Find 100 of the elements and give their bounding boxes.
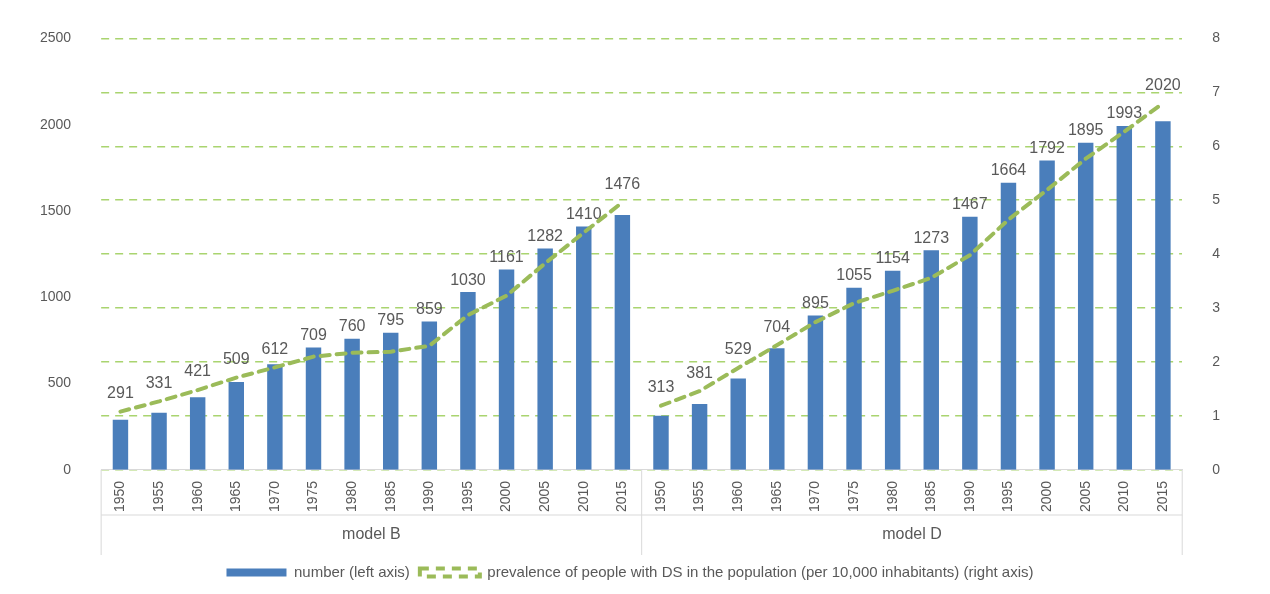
bar <box>576 226 592 470</box>
x-tick-label: 1975 <box>304 480 321 513</box>
x-tick-label: 1955 <box>149 480 166 513</box>
bar <box>691 404 708 470</box>
x-tick-label: 1955 <box>690 480 707 513</box>
x-tick-label: 1985 <box>381 480 398 513</box>
legend-label: prevalence of people with DS in the population (per 10,000 inhabitants) (right axis) <box>487 562 1034 580</box>
data-label: 1282 <box>527 227 564 245</box>
data-label: 895 <box>802 293 829 311</box>
x-tick-label: 1960 <box>729 480 746 513</box>
bar <box>653 415 669 470</box>
data-label: 704 <box>763 317 791 335</box>
bar <box>383 332 399 470</box>
y-tick-label: 2500 <box>39 29 72 46</box>
bar <box>421 321 438 470</box>
data-label: 421 <box>184 362 212 380</box>
bar <box>614 215 631 470</box>
data-label: 1476 <box>604 174 641 192</box>
y2-tick-label: 8 <box>1212 29 1221 46</box>
bar <box>1000 182 1017 470</box>
data-label: 1030 <box>450 270 486 288</box>
y-tick-label: 1500 <box>39 201 72 218</box>
y-tick-label: 2000 <box>39 115 72 132</box>
x-tick-label: 1980 <box>883 480 900 513</box>
bar <box>498 269 515 470</box>
data-label: 1154 <box>875 249 910 267</box>
data-label: 1664 <box>990 161 1027 179</box>
y2-tick-label: 4 <box>1212 244 1221 261</box>
x-tick-label: 1990 <box>960 480 977 513</box>
bar <box>305 347 322 470</box>
data-label: 795 <box>377 311 405 329</box>
x-tick-label: 1960 <box>188 480 205 513</box>
bar <box>807 315 824 470</box>
bar <box>730 378 746 470</box>
text: model D <box>882 525 942 543</box>
bar <box>112 419 129 470</box>
y2-tick-label: 3 <box>1212 298 1221 315</box>
data-label: 1792 <box>1029 138 1065 156</box>
data-label: 1273 <box>913 228 950 246</box>
y-tick-label: 1000 <box>39 288 72 305</box>
data-label: 529 <box>724 340 752 358</box>
x-tick-label: 2015 <box>1153 480 1170 513</box>
data-label: 1467 <box>952 195 988 213</box>
y2-tick-label: 0 <box>1212 460 1221 477</box>
bar <box>962 216 978 470</box>
bar <box>1039 160 1055 470</box>
data-label: 1993 <box>1106 104 1143 122</box>
data-label: 381 <box>686 363 714 381</box>
text: model B <box>342 525 401 543</box>
data-label: 1895 <box>1067 121 1104 139</box>
data-label: 2020 <box>1145 75 1181 93</box>
x-tick-label: 2015 <box>613 480 630 513</box>
bar <box>1116 125 1133 470</box>
x-tick-label: 1965 <box>767 480 784 513</box>
y2-tick-label: 1 <box>1212 406 1221 423</box>
data-label: 313 <box>647 378 675 396</box>
bar <box>846 287 862 470</box>
y2-tick-label: 5 <box>1212 191 1221 208</box>
x-tick-label: 2000 <box>497 480 514 513</box>
bar <box>923 250 939 470</box>
x-tick-label: 1980 <box>342 480 359 513</box>
y2-tick-label: 2 <box>1212 352 1221 369</box>
data-label: 331 <box>145 373 173 391</box>
bar <box>884 270 901 470</box>
bar <box>228 382 244 470</box>
x-tick-label: 2005 <box>536 480 553 513</box>
y2-tick-label: 6 <box>1212 137 1221 154</box>
y-tick-label: 500 <box>47 374 72 391</box>
x-tick-label: 1995 <box>999 480 1016 513</box>
bar <box>267 364 283 470</box>
x-tick-label: 1990 <box>420 480 437 513</box>
data-label: 1055 <box>836 266 872 284</box>
bar <box>1077 142 1094 470</box>
y2-tick-label: 7 <box>1212 83 1221 100</box>
bar <box>1155 121 1171 470</box>
x-tick-label: 2000 <box>1037 480 1054 513</box>
y-tick-label: 0 <box>63 460 72 477</box>
data-label: 709 <box>300 325 327 343</box>
x-tick-label: 1965 <box>227 480 244 513</box>
x-tick-label: 1995 <box>458 480 475 513</box>
x-tick-label: 2005 <box>1076 480 1093 513</box>
x-tick-label: 2010 <box>574 480 591 513</box>
x-tick-label: 1970 <box>265 480 282 513</box>
data-label: 291 <box>107 384 134 402</box>
bar <box>460 292 476 470</box>
x-tick-label: 1950 <box>651 480 668 513</box>
data-label: 612 <box>261 339 289 357</box>
x-tick-label: 1950 <box>111 480 128 513</box>
data-label: 1410 <box>565 204 602 222</box>
x-tick-label: 1970 <box>806 480 823 513</box>
bar <box>189 397 206 470</box>
data-label: 760 <box>338 317 366 335</box>
x-tick-label: 1985 <box>922 480 939 513</box>
data-label: 1161 <box>489 247 524 265</box>
x-tick-label: 2010 <box>1115 480 1132 513</box>
bar <box>769 348 785 470</box>
bar <box>537 248 553 470</box>
bar <box>344 338 360 470</box>
legend-label: number (left axis) <box>293 562 410 580</box>
bar <box>151 412 167 470</box>
